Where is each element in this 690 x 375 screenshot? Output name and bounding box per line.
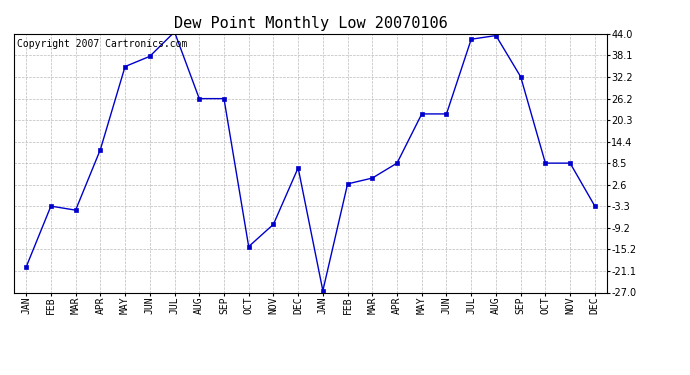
Title: Dew Point Monthly Low 20070106: Dew Point Monthly Low 20070106 [174,16,447,31]
Text: Copyright 2007 Cartronics.com: Copyright 2007 Cartronics.com [17,39,187,49]
